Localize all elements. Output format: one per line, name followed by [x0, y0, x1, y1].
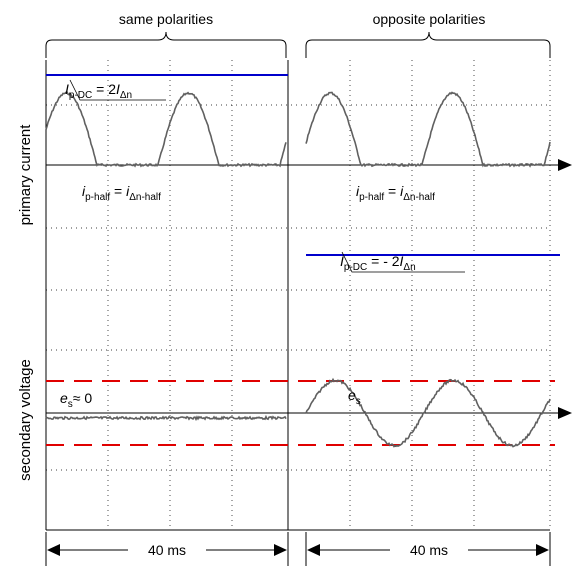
half-label-same: ip-half = iΔn-half	[82, 183, 161, 203]
section-label-opposite: opposite polarities	[373, 11, 486, 27]
duration-marker-same	[45, 532, 289, 566]
brace-opposite	[305, 31, 551, 58]
dc-leader-same	[69, 79, 166, 101]
duration-label-same: 40 ms	[148, 542, 186, 558]
section-label-same: same polarities	[119, 11, 213, 27]
secondary-axis-arrow	[558, 407, 572, 419]
grid	[45, 60, 551, 531]
es-label-same: es≈ 0	[60, 390, 92, 410]
dc-leader-opposite	[341, 251, 465, 273]
dc-label-opposite: Ip-DC = - 2IΔn	[340, 253, 416, 273]
half-label-opposite: ip-half = iΔn-half	[356, 183, 435, 203]
duration-marker-opposite	[305, 532, 551, 566]
primary-axis-arrow	[558, 159, 572, 171]
secondary-voltage-trace	[45, 377, 551, 448]
ylabel-primary-current: primary current	[17, 124, 34, 226]
ylabel-secondary-voltage: secondary voltage	[17, 359, 34, 481]
es-label-opposite: es	[348, 387, 361, 407]
primary-current-trace	[45, 91, 551, 168]
duration-label-opposite: 40 ms	[410, 542, 448, 558]
brace-same	[45, 31, 287, 58]
dc-label-same: Ip-DC = 2IΔn	[65, 81, 132, 101]
